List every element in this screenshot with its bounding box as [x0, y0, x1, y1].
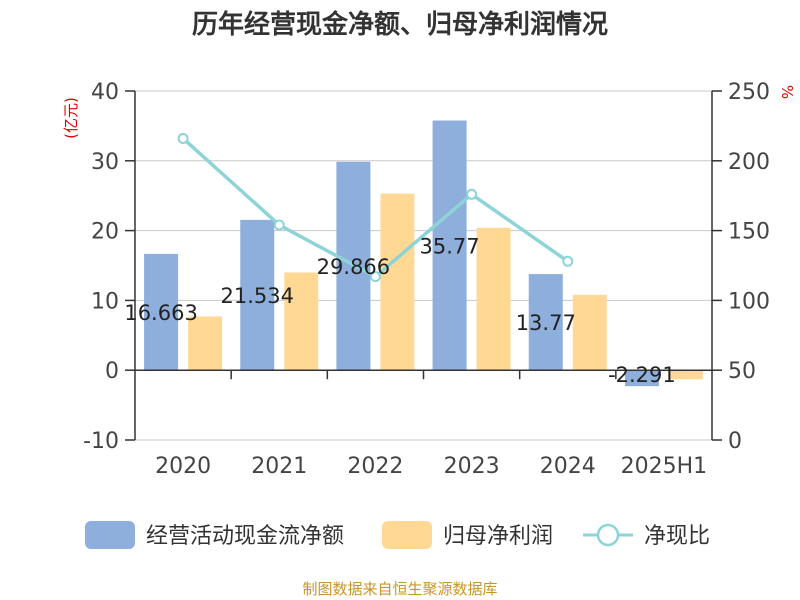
data-label: 16.663 [124, 301, 197, 325]
data-label: 13.77 [516, 311, 576, 335]
ratio-point [177, 132, 189, 144]
y-left-tick-label: 10 [91, 289, 119, 314]
y-left-tick-label: 40 [91, 80, 119, 105]
y-right-tick-label: 200 [728, 150, 770, 175]
x-tick-label: 2025H1 [621, 454, 708, 479]
data-label: 35.77 [420, 234, 480, 258]
x-tick-label: 2023 [444, 454, 500, 479]
netprofit-bar [380, 193, 415, 371]
gridlines [135, 90, 712, 441]
data-label: 21.534 [221, 284, 294, 308]
y-right-tick-label: 100 [728, 289, 770, 314]
cashflow-bar [240, 219, 275, 371]
chart-title: 历年经营现金净额、归母净利润情况 [192, 9, 608, 40]
netprofit-bar [668, 370, 703, 380]
ratio-line [177, 132, 574, 283]
ratio-point [369, 271, 381, 283]
axes [125, 90, 722, 441]
y-left-tick-label: 30 [91, 150, 119, 175]
legend-marker-ratio [596, 523, 620, 547]
data-labels: 16.663 21.534 29.866 35.77 13.77 -2.291 [124, 234, 675, 387]
x-tick-label: 2022 [347, 454, 403, 479]
data-label: 29.866 [317, 255, 390, 279]
y-right-tick-label: 150 [728, 220, 770, 245]
y-right-tick-label: 50 [728, 359, 756, 384]
netprofit-bar [572, 294, 607, 371]
ratio-point [273, 219, 285, 231]
source-note: 制图数据来自恒生聚源数据库 [302, 580, 497, 598]
legend-swatch-netprofit [382, 521, 432, 549]
legend-label-netprofit: 归母净利润 [443, 524, 553, 549]
y-left-tick-label: 20 [91, 220, 119, 245]
netprofit-bar [188, 316, 223, 371]
y-right-tick-label: 250 [728, 80, 770, 105]
y-right-tick-label: 0 [728, 429, 742, 454]
ratio-point [562, 255, 574, 267]
y-left-unit-label: (亿元) [62, 97, 80, 139]
y-left-tick-label: 0 [105, 359, 119, 384]
netprofit-bar [284, 272, 319, 371]
netprofit-bar [476, 227, 511, 371]
legend-swatch-cashflow [85, 521, 135, 549]
x-tick-label: 2021 [251, 454, 307, 479]
legend-label-cashflow: 经营活动现金流净额 [146, 524, 344, 549]
data-label: -2.291 [608, 363, 676, 387]
y-left-tick-label: -10 [83, 429, 119, 454]
x-tick-label: 2020 [155, 454, 211, 479]
cashflow-bar [624, 370, 659, 387]
x-tick-label: 2024 [540, 454, 596, 479]
cashflow-bar [528, 274, 563, 371]
cashflow-bar [144, 253, 179, 371]
ratio-point [466, 188, 478, 200]
cashflow-bar [432, 120, 467, 371]
legend: 经营活动现金流净额 归母净利润 净现比 [85, 521, 710, 549]
legend-label-ratio: 净现比 [644, 524, 710, 549]
y-right-unit-label: % [778, 85, 796, 99]
